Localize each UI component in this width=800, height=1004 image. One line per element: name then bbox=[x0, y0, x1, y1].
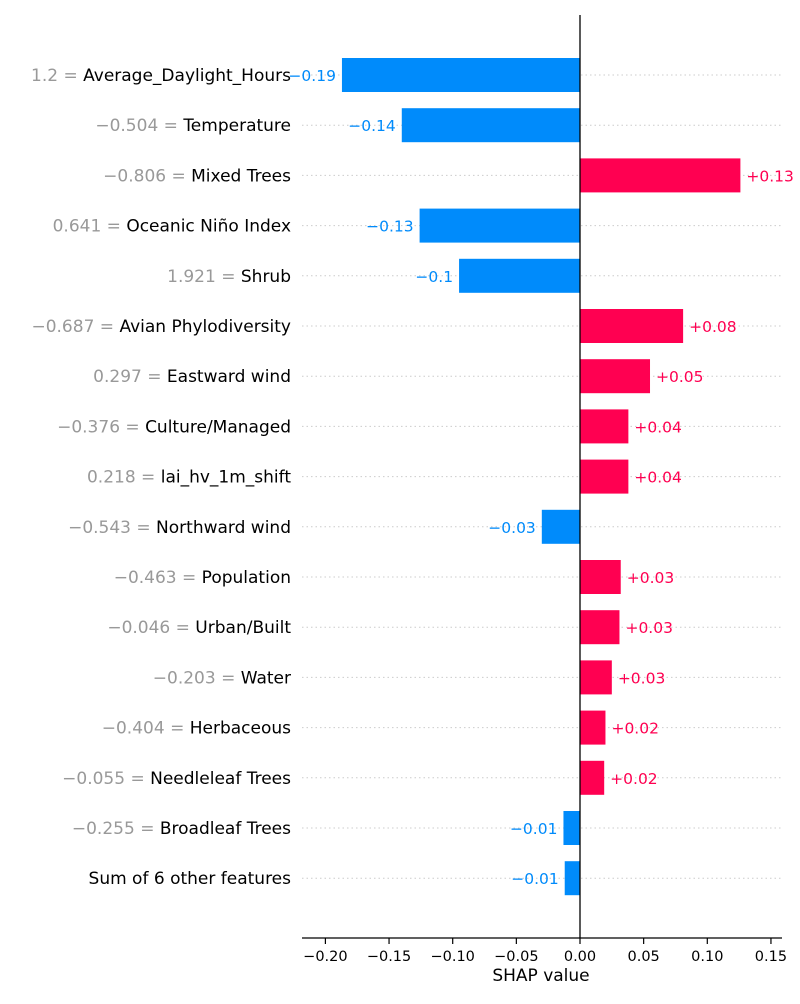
feature-label: −0.543 = Northward wind bbox=[68, 518, 291, 538]
feature-label: −0.687 = Avian Phylodiversity bbox=[31, 317, 291, 337]
feature-name: Shrub bbox=[241, 267, 291, 287]
labels-layer: −0.191.2 = Average_Daylight_Hours−0.14−0… bbox=[31, 66, 794, 889]
feature-value: −0.543 = bbox=[68, 518, 156, 538]
x-tick-label: −0.15 bbox=[367, 949, 411, 965]
feature-value: −0.404 = bbox=[102, 719, 190, 739]
x-tick-label: 0.15 bbox=[755, 949, 787, 965]
feature-label: −0.055 = Needleleaf Trees bbox=[62, 769, 291, 789]
x-tick-label: −0.10 bbox=[430, 949, 474, 965]
bar-value-label: −0.03 bbox=[488, 519, 536, 537]
feature-label: −0.463 = Population bbox=[114, 568, 291, 588]
feature-label: 1.921 = Shrub bbox=[167, 267, 291, 287]
feature-name: Broadleaf Trees bbox=[160, 819, 291, 839]
feature-value: 0.218 = bbox=[87, 468, 161, 488]
bar-value-label: −0.1 bbox=[415, 268, 453, 286]
bar-value-label: +0.03 bbox=[625, 619, 673, 637]
bar-value-label: +0.03 bbox=[627, 569, 675, 587]
bar-value-label: +0.04 bbox=[634, 469, 682, 487]
positive-bar bbox=[580, 610, 620, 645]
feature-name: Urban/Built bbox=[195, 618, 291, 638]
feature-name: Average_Daylight_Hours bbox=[83, 66, 291, 86]
feature-name: Culture/Managed bbox=[145, 417, 291, 437]
feature-value: 1.921 = bbox=[167, 267, 241, 287]
feature-value: −0.046 = bbox=[107, 618, 195, 638]
x-tick-label: −0.20 bbox=[303, 949, 347, 965]
positive-bar bbox=[580, 560, 621, 594]
negative-bar bbox=[541, 509, 580, 544]
positive-bar bbox=[580, 309, 684, 343]
bar-value-label: −0.01 bbox=[510, 820, 558, 838]
feature-label: 0.641 = Oceanic Niño Index bbox=[53, 217, 291, 237]
feature-label: 0.218 = lai_hv_1m_shift bbox=[87, 468, 291, 488]
x-tick-label: 0.10 bbox=[691, 949, 723, 965]
feature-value: 0.297 = bbox=[93, 367, 167, 387]
feature-value: −0.255 = bbox=[72, 819, 160, 839]
bar-value-label: +0.05 bbox=[656, 368, 704, 386]
feature-label: 0.297 = Eastward wind bbox=[93, 367, 291, 387]
bar-value-label: −0.14 bbox=[348, 117, 396, 135]
feature-label: −0.376 = Culture/Managed bbox=[57, 417, 291, 437]
feature-name: Oceanic Niño Index bbox=[126, 217, 291, 237]
feature-name: Sum of 6 other features bbox=[89, 869, 292, 889]
guides-layer bbox=[302, 74, 782, 879]
bar-value-label: −0.19 bbox=[288, 67, 336, 85]
feature-label: −0.504 = Temperature bbox=[95, 116, 291, 136]
x-axis-title: SHAP value bbox=[492, 966, 589, 986]
negative-bar bbox=[401, 108, 580, 143]
x-tick-label: 0.00 bbox=[564, 949, 596, 965]
bar-value-label: −0.01 bbox=[511, 870, 559, 888]
negative-bar bbox=[459, 258, 580, 293]
x-axis: −0.20 −0.15 −0.10 −0.05 0.00 0.05 0.10 0.15 bbox=[302, 15, 787, 965]
feature-name: Mixed Trees bbox=[191, 166, 291, 186]
feature-name: Eastward wind bbox=[167, 367, 291, 387]
negative-bar bbox=[563, 811, 580, 845]
feature-value: 1.2 = bbox=[31, 66, 83, 86]
positive-bar bbox=[580, 660, 612, 695]
negative-bar bbox=[419, 208, 580, 243]
bar-value-label: −0.13 bbox=[366, 218, 414, 236]
bar-value-label: +0.08 bbox=[689, 318, 737, 336]
negative-bar bbox=[564, 861, 580, 896]
positive-bar bbox=[580, 459, 629, 494]
bar-value-label: +0.13 bbox=[746, 167, 794, 185]
x-tick-label: 0.05 bbox=[628, 949, 660, 965]
feature-label: −0.404 = Herbaceous bbox=[102, 719, 291, 739]
feature-label: −0.255 = Broadleaf Trees bbox=[72, 819, 291, 839]
feature-value: −0.376 = bbox=[57, 417, 145, 437]
feature-value: −0.055 = bbox=[62, 769, 150, 789]
feature-name: Needleleaf Trees bbox=[150, 769, 291, 789]
positive-bar bbox=[580, 710, 606, 745]
feature-label: Sum of 6 other features bbox=[89, 869, 292, 889]
x-tick-label: −0.05 bbox=[494, 949, 538, 965]
bar-value-label: +0.02 bbox=[611, 720, 659, 738]
feature-name: Population bbox=[202, 568, 291, 588]
bars-layer bbox=[341, 58, 741, 896]
bar-value-label: +0.04 bbox=[634, 418, 682, 436]
bar-value-label: +0.02 bbox=[610, 770, 658, 788]
feature-label: 1.2 = Average_Daylight_Hours bbox=[31, 66, 291, 86]
feature-value: −0.463 = bbox=[114, 568, 202, 588]
positive-bar bbox=[580, 359, 651, 394]
feature-value: −0.504 = bbox=[95, 116, 183, 136]
feature-label: −0.203 = Water bbox=[153, 668, 291, 688]
feature-name: Temperature bbox=[182, 116, 291, 136]
bar-value-label: +0.03 bbox=[618, 669, 666, 687]
feature-name: Herbaceous bbox=[190, 719, 291, 739]
negative-bar bbox=[341, 58, 580, 92]
feature-label: −0.046 = Urban/Built bbox=[107, 618, 291, 638]
feature-name: Avian Phylodiversity bbox=[119, 317, 291, 337]
feature-name: Northward wind bbox=[156, 518, 291, 538]
feature-label: −0.806 = Mixed Trees bbox=[103, 166, 291, 186]
feature-value: −0.203 = bbox=[153, 668, 241, 688]
feature-name: lai_hv_1m_shift bbox=[161, 468, 292, 488]
positive-bar bbox=[580, 158, 741, 193]
positive-bar bbox=[580, 409, 629, 444]
feature-value: 0.641 = bbox=[53, 217, 127, 237]
feature-value: −0.687 = bbox=[31, 317, 119, 337]
positive-bar bbox=[580, 760, 605, 795]
feature-name: Water bbox=[241, 668, 291, 688]
feature-value: −0.806 = bbox=[103, 166, 191, 186]
